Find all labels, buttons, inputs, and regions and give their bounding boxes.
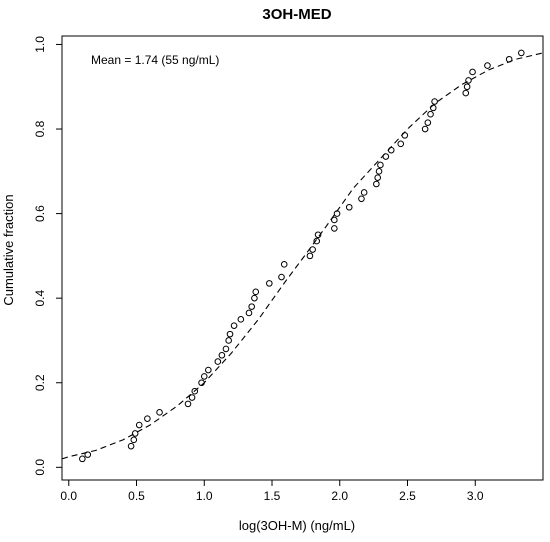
y-axis: 0.0 0.2 0.4 0.6 0.8 1.0 xyxy=(33,36,62,476)
data-point xyxy=(424,119,432,126)
data-point xyxy=(505,55,513,63)
data-point xyxy=(144,415,151,422)
y-tick-label: 1.0 xyxy=(33,36,47,53)
data-point xyxy=(397,140,405,148)
data-point xyxy=(278,273,285,281)
data-point xyxy=(469,68,476,76)
data-point xyxy=(465,77,472,84)
data-point xyxy=(387,146,395,154)
data-points xyxy=(79,49,525,463)
data-point xyxy=(226,330,234,338)
data-point xyxy=(188,394,196,401)
data-point xyxy=(382,153,390,160)
x-tick-label: 3.0 xyxy=(467,489,484,503)
data-point xyxy=(345,203,353,211)
data-point xyxy=(191,387,199,395)
data-point xyxy=(131,430,139,437)
data-point xyxy=(127,442,135,450)
data-point xyxy=(218,351,226,359)
data-point xyxy=(251,294,258,302)
data-point xyxy=(222,345,230,353)
x-tick-label: 1.0 xyxy=(196,489,213,503)
data-point xyxy=(230,322,238,329)
data-point xyxy=(373,180,380,188)
data-point xyxy=(309,246,316,253)
data-point xyxy=(184,400,192,408)
data-point xyxy=(306,252,314,260)
data-point xyxy=(375,168,383,175)
x-tick-label: 2.5 xyxy=(399,489,416,503)
data-point xyxy=(429,104,437,112)
data-point xyxy=(200,373,208,380)
plot-frame xyxy=(61,35,544,481)
fitted-cdf-line xyxy=(61,52,544,460)
data-point xyxy=(314,231,322,239)
x-tick-label: 0.5 xyxy=(128,489,145,503)
data-point xyxy=(331,216,338,224)
chart-title: 3OH-MED xyxy=(262,6,331,23)
data-point xyxy=(252,288,260,296)
data-point xyxy=(79,455,86,463)
x-tick-label: 2.0 xyxy=(331,489,348,503)
data-point xyxy=(374,174,381,181)
data-point xyxy=(156,409,163,416)
data-point xyxy=(214,358,222,365)
x-tick-label: 1.5 xyxy=(264,489,281,503)
data-point xyxy=(484,62,491,69)
data-point xyxy=(518,49,525,57)
data-point xyxy=(360,189,368,196)
data-point xyxy=(431,98,438,105)
data-point xyxy=(313,237,321,245)
y-axis-label: Cumulative fraction xyxy=(1,194,16,305)
data-point xyxy=(245,309,253,317)
x-tick-label: 0.0 xyxy=(60,489,77,503)
data-point xyxy=(377,161,384,169)
data-point xyxy=(135,421,143,429)
y-tick-label: 0.2 xyxy=(33,374,47,391)
y-tick-label: 0.4 xyxy=(33,290,47,307)
mean-annotation: Mean = 1.74 (55 ng/mL) xyxy=(91,53,219,67)
data-point xyxy=(84,451,92,458)
data-point xyxy=(421,125,429,133)
data-point xyxy=(333,210,341,217)
data-point xyxy=(358,195,365,203)
data-point xyxy=(331,225,338,232)
data-point xyxy=(225,337,232,344)
data-point xyxy=(266,280,273,287)
data-point xyxy=(427,110,434,118)
y-tick-label: 0.8 xyxy=(33,120,47,137)
data-point xyxy=(130,436,138,444)
data-point xyxy=(462,89,470,97)
x-axis-label: log(3OH-M) (ng/mL) xyxy=(239,518,355,533)
data-point xyxy=(463,83,471,91)
data-point xyxy=(198,379,205,387)
data-point xyxy=(237,316,245,323)
y-tick-label: 0.0 xyxy=(33,459,47,476)
data-point xyxy=(280,261,288,268)
data-point xyxy=(248,303,255,310)
data-point xyxy=(401,132,409,139)
x-axis: 0.0 0.5 1.0 1.5 2.0 2.5 3.0 xyxy=(60,480,484,503)
data-point xyxy=(205,366,212,374)
y-tick-label: 0.6 xyxy=(33,205,47,222)
